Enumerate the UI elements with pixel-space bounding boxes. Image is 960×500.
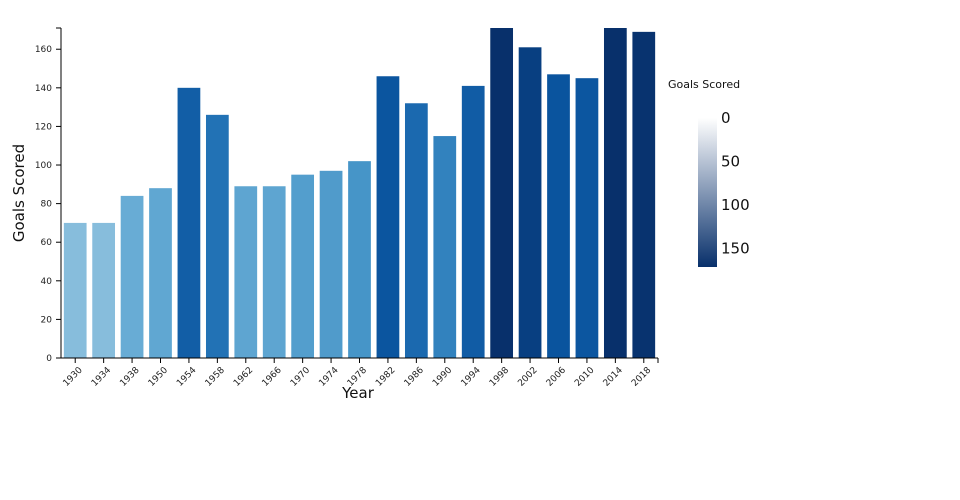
bar-1930[interactable] xyxy=(63,222,87,358)
bar-2018[interactable] xyxy=(632,31,656,359)
bar-1982[interactable] xyxy=(376,76,400,358)
y-tick-label: 140 xyxy=(35,84,52,94)
x-tick-label: 1962 xyxy=(232,366,255,389)
legend-color-bar xyxy=(698,118,717,267)
bar-2006[interactable] xyxy=(547,74,570,358)
x-tick-label: 1994 xyxy=(460,365,483,388)
bar-1994[interactable] xyxy=(461,85,485,358)
y-axis: 0 20 40 60 80 100 120 140 160 xyxy=(35,27,62,364)
x-tick-label: 1970 xyxy=(289,365,312,388)
bar-2010[interactable] xyxy=(575,78,599,359)
bar-1934[interactable] xyxy=(92,222,116,358)
x-tick-label: 1966 xyxy=(261,365,284,388)
y-tick-label: 40 xyxy=(41,277,53,287)
legend-tick-label: 100 xyxy=(721,196,750,214)
x-tick-label: 1934 xyxy=(90,365,113,388)
x-tick-label: 1958 xyxy=(204,365,227,388)
bar-1998[interactable] xyxy=(490,28,514,358)
bars-group xyxy=(63,28,656,359)
x-tick-label: 2002 xyxy=(516,366,539,389)
y-tick-label: 100 xyxy=(35,161,52,171)
x-tick-label: 2014 xyxy=(602,365,625,388)
legend-tick-label: 50 xyxy=(721,153,740,171)
x-tick-label: 1938 xyxy=(118,365,141,388)
bar-1978[interactable] xyxy=(348,161,371,358)
legend-tick-label: 150 xyxy=(721,240,750,258)
x-tick-label: 1974 xyxy=(317,365,340,388)
x-tick-label: 2006 xyxy=(545,365,568,388)
y-tick-label: 20 xyxy=(41,315,53,325)
x-tick-label: 1954 xyxy=(175,365,198,388)
bar-1986[interactable] xyxy=(404,103,428,358)
y-axis-title: Goals Scored xyxy=(10,144,28,242)
y-tick-label: 120 xyxy=(35,122,52,132)
x-tick-label: 1990 xyxy=(431,365,454,388)
y-tick-label: 80 xyxy=(41,200,53,210)
y-tick-label: 160 xyxy=(35,45,52,55)
bar-1990[interactable] xyxy=(433,136,457,358)
legend-title: Goals Scored xyxy=(668,78,740,91)
bar-1938[interactable] xyxy=(120,195,144,358)
x-tick-label: 1930 xyxy=(62,365,85,388)
x-tick-label: 2010 xyxy=(573,365,596,388)
x-tick-label: 1986 xyxy=(403,365,426,388)
legend-ticks: 0 50 100 150 xyxy=(721,109,750,258)
x-tick-label: 1982 xyxy=(374,366,397,389)
bar-2002[interactable] xyxy=(518,47,542,359)
x-tick-label: 2018 xyxy=(630,365,653,388)
color-legend: Goals Scored 0 50 100 150 xyxy=(668,78,750,267)
bar-2014[interactable] xyxy=(603,28,627,358)
bar-1974[interactable] xyxy=(319,170,343,358)
bar-1954[interactable] xyxy=(177,87,201,358)
x-tick-label: 1998 xyxy=(488,365,511,388)
x-axis-title: Year xyxy=(341,384,375,402)
legend-tick-label: 0 xyxy=(721,109,731,127)
bar-1958[interactable] xyxy=(205,114,229,358)
bar-1950[interactable] xyxy=(149,188,172,358)
bar-1962[interactable] xyxy=(234,186,258,358)
bar-1966[interactable] xyxy=(262,186,286,358)
bar-1970[interactable] xyxy=(291,174,315,358)
y-tick-label: 0 xyxy=(46,354,52,364)
y-tick-label: 60 xyxy=(41,238,53,248)
x-tick-label: 1950 xyxy=(147,365,170,388)
